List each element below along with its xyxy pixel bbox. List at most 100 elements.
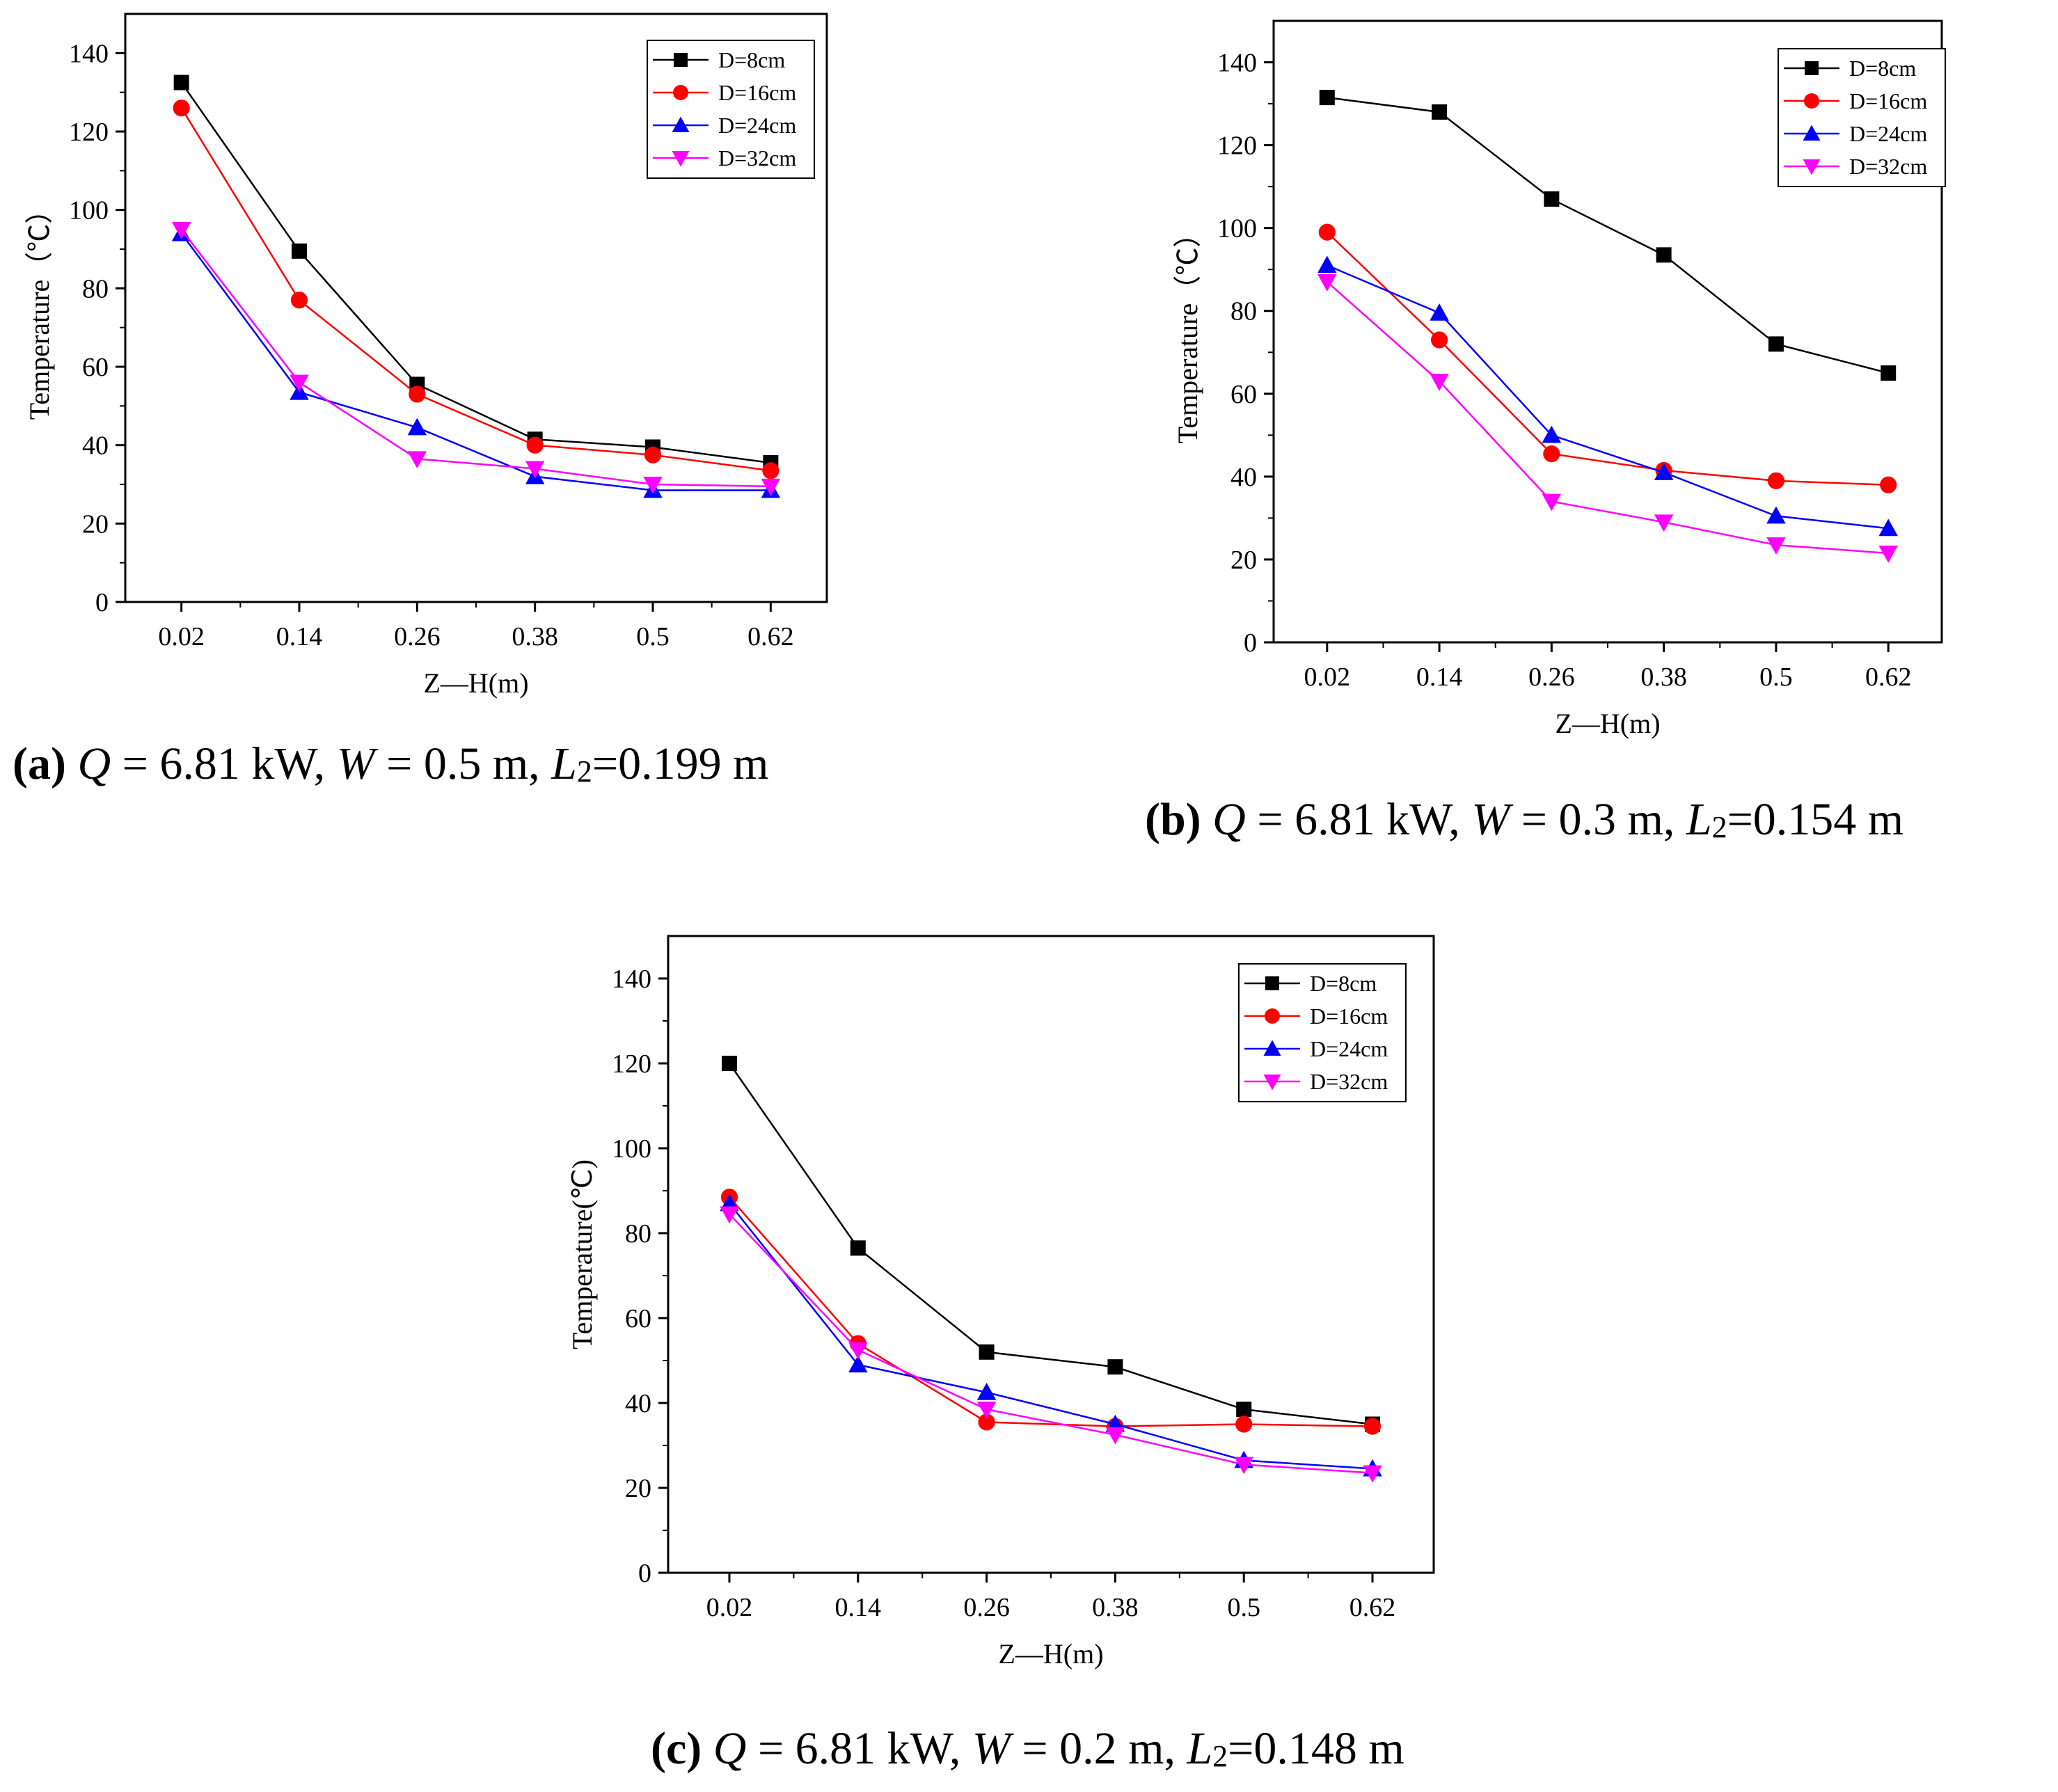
legend-marker bbox=[1803, 125, 1821, 141]
caption-w-label: W bbox=[336, 738, 375, 789]
y-axis-title: Temperature（℃） bbox=[1172, 220, 1203, 444]
data-point bbox=[1543, 445, 1560, 463]
caption-c: (c) Q = 6.81 kW, W = 0.2 m, L2=0.148 m bbox=[651, 1722, 1404, 1775]
y-tick-label: 0 bbox=[95, 588, 109, 617]
caption-l-label: L bbox=[1686, 794, 1712, 845]
y-tick-label: 120 bbox=[1217, 132, 1257, 161]
data-point bbox=[1542, 425, 1562, 443]
caption-q-label: Q bbox=[1212, 794, 1246, 845]
caption-q-value: = 6.81 kW, bbox=[757, 1723, 961, 1774]
legend-label: D=16cm bbox=[1310, 1004, 1388, 1029]
data-point bbox=[173, 100, 190, 117]
caption-w-label: W bbox=[972, 1723, 1011, 1774]
x-tick-label: 0.14 bbox=[276, 622, 323, 651]
data-point bbox=[848, 1342, 868, 1360]
chart-panel-b: 0 20 40 60 80 100 120 140 0.02 0.14 0.26 0.38 0.5 0.6… bbox=[1172, 19, 1946, 739]
x-tick-label: 0.02 bbox=[706, 1593, 753, 1622]
x-tick-label: 0.38 bbox=[1092, 1593, 1139, 1622]
x-tick-label: 0.26 bbox=[394, 622, 441, 651]
data-point bbox=[643, 477, 663, 494]
data-point bbox=[722, 1056, 737, 1071]
data-point bbox=[1430, 373, 1449, 391]
y-tick-label: 0 bbox=[638, 1559, 651, 1588]
y-tick-label: 100 bbox=[612, 1134, 651, 1164]
legend-marker bbox=[673, 85, 688, 100]
data-point bbox=[1881, 365, 1897, 381]
data-point bbox=[1363, 1418, 1382, 1435]
x-tick-label: 0.38 bbox=[512, 622, 558, 651]
data-point bbox=[171, 221, 191, 239]
data-point bbox=[1235, 1416, 1253, 1433]
y-tick-label: 20 bbox=[1230, 546, 1257, 575]
y-tick-label: 120 bbox=[612, 1049, 651, 1079]
y-tick-label: 80 bbox=[82, 274, 109, 303]
x-tick-label: 0.62 bbox=[747, 622, 794, 651]
data-point bbox=[1542, 493, 1562, 512]
legend-marker bbox=[1263, 1040, 1281, 1056]
legend-marker bbox=[674, 53, 688, 67]
data-point bbox=[1319, 90, 1335, 106]
data-point bbox=[291, 243, 307, 259]
legend-marker bbox=[672, 151, 690, 167]
y-tick-label: 80 bbox=[1230, 297, 1257, 326]
data-point bbox=[1430, 331, 1448, 349]
x-tick-label: 0.26 bbox=[963, 1593, 1010, 1622]
x-tick-label: 0.02 bbox=[1304, 663, 1351, 692]
series-line-D=24cm bbox=[729, 1203, 1373, 1470]
data-point bbox=[720, 1206, 739, 1224]
caption-tag: (a) bbox=[13, 738, 66, 789]
x-tick-label: 0.14 bbox=[835, 1593, 882, 1622]
series-line-D=16cm bbox=[729, 1196, 1373, 1427]
x-axis-title: Z—H(m) bbox=[423, 667, 528, 699]
y-tick-label: 120 bbox=[69, 118, 109, 147]
data-point bbox=[407, 418, 427, 436]
x-tick-label: 0.5 bbox=[636, 622, 670, 651]
legend-marker bbox=[1263, 1075, 1281, 1091]
legend-label: D=24cm bbox=[1310, 1036, 1388, 1061]
x-tick-label: 0.14 bbox=[1416, 663, 1463, 692]
data-point bbox=[525, 461, 545, 479]
data-point bbox=[1878, 518, 1898, 537]
caption-tag: (c) bbox=[651, 1723, 702, 1774]
x-tick-label: 0.5 bbox=[1227, 1593, 1260, 1622]
data-point bbox=[1363, 1465, 1382, 1483]
caption-w-value: = 0.3 m, bbox=[1521, 794, 1675, 845]
data-point bbox=[290, 374, 309, 393]
data-point bbox=[1317, 255, 1337, 273]
caption-q-value: = 6.81 kW, bbox=[1257, 794, 1460, 845]
data-point bbox=[1654, 463, 1674, 480]
legend-marker bbox=[1805, 61, 1819, 75]
caption-q-value: = 6.81 kW, bbox=[122, 738, 326, 789]
data-point bbox=[850, 1240, 866, 1256]
chart-panel-a: 0 20 40 60 80 100 120 140 0.02 0.14 0.26 0.38 0.5 0.6… bbox=[24, 13, 828, 699]
series-line-D=24cm bbox=[180, 232, 771, 491]
legend-marker bbox=[1804, 93, 1819, 109]
data-point bbox=[976, 1402, 997, 1419]
x-tick-label: 0.26 bbox=[1528, 663, 1575, 692]
data-point bbox=[848, 1355, 868, 1373]
data-point bbox=[526, 436, 544, 454]
y-tick-label: 60 bbox=[625, 1304, 651, 1333]
x-tick-label: 0.62 bbox=[1865, 663, 1912, 692]
series-line-D=8cm bbox=[180, 81, 771, 464]
data-point bbox=[1768, 336, 1784, 352]
y-tick-label: 140 bbox=[69, 39, 109, 68]
legend-label: D=16cm bbox=[1849, 88, 1927, 113]
caption-tag: (b) bbox=[1145, 794, 1201, 845]
series-line-D=8cm bbox=[1327, 96, 1889, 374]
x-axis-title: Z—H(m) bbox=[1555, 708, 1660, 739]
data-point bbox=[1317, 274, 1337, 292]
y-tick-label: 100 bbox=[69, 196, 109, 225]
caption-q-label: Q bbox=[77, 738, 111, 789]
data-point bbox=[762, 462, 779, 479]
data-point bbox=[1236, 1402, 1252, 1418]
y-tick-label: 40 bbox=[1230, 463, 1257, 492]
series-line-D=32cm bbox=[180, 229, 771, 488]
x-tick-label: 0.5 bbox=[1759, 663, 1793, 692]
data-point bbox=[1880, 476, 1897, 493]
legend-label: D=8cm bbox=[1849, 56, 1916, 81]
legend-label: D=32cm bbox=[718, 145, 796, 171]
data-point bbox=[1766, 506, 1786, 524]
caption-l-value: =0.199 m bbox=[592, 738, 769, 789]
